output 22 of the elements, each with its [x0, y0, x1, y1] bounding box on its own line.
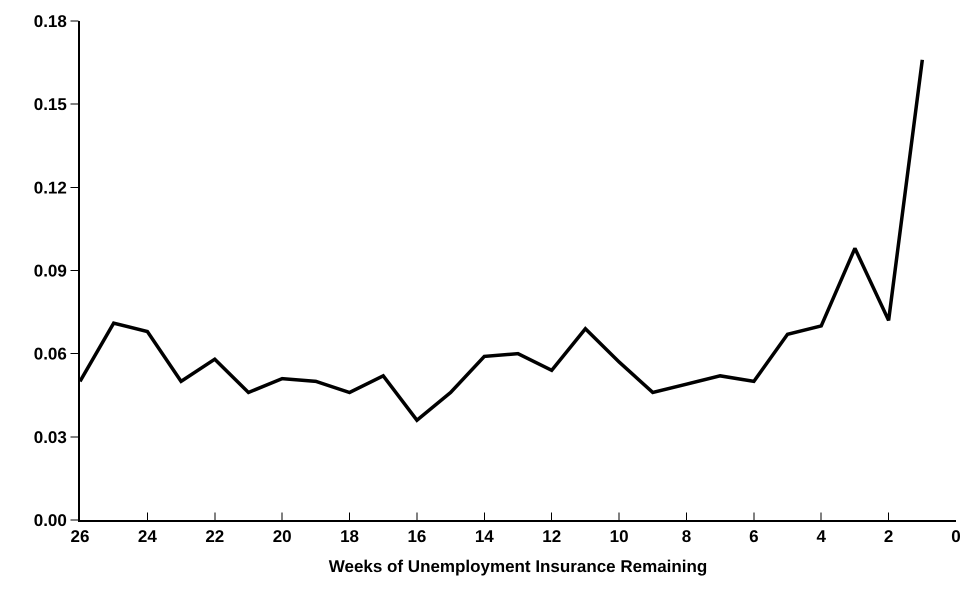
x-tick-label: 24	[138, 527, 158, 546]
x-tick-label: 6	[749, 527, 759, 546]
y-tick-label: 0.06	[34, 344, 67, 364]
x-tick-label: 10	[610, 527, 629, 546]
y-tick-label: 0.03	[34, 428, 67, 447]
x-tick-label: 14	[474, 527, 494, 546]
y-tick-label: 0.00	[34, 510, 67, 530]
y-tick-label: 0.15	[34, 95, 67, 114]
x-tick-label: 8	[682, 527, 692, 546]
y-tick-label: 0.09	[34, 261, 67, 280]
x-tick-label: 2	[884, 527, 894, 546]
x-tick-label: 20	[272, 527, 292, 546]
y-tick-label: 0.12	[34, 178, 67, 198]
x-tick-label: 16	[407, 527, 426, 546]
x-tick-label: 4	[816, 527, 826, 546]
x-tick-label: 12	[542, 527, 562, 546]
x-tick-label: 0	[951, 527, 961, 546]
x-axis-title: Weeks of Unemployment Insurance Remaining	[328, 557, 708, 576]
x-tick-label: 18	[340, 527, 359, 546]
x-tick-label: 22	[205, 527, 224, 546]
x-tick-label: 26	[70, 527, 90, 546]
y-tick-label: 0.18	[34, 12, 67, 31]
